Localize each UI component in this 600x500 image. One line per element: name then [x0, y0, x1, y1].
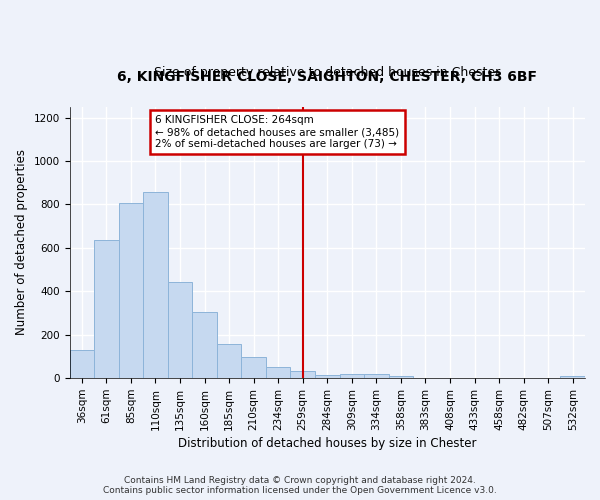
- Bar: [389, 376, 413, 378]
- Bar: [364, 374, 389, 378]
- Text: Contains HM Land Registry data © Crown copyright and database right 2024.
Contai: Contains HM Land Registry data © Crown c…: [103, 476, 497, 495]
- Bar: [168, 282, 192, 378]
- Bar: [143, 192, 168, 378]
- Bar: [192, 312, 217, 378]
- Bar: [290, 370, 315, 378]
- Bar: [70, 350, 94, 378]
- Bar: [560, 376, 585, 378]
- Bar: [340, 374, 364, 378]
- Bar: [266, 368, 290, 378]
- X-axis label: Distribution of detached houses by size in Chester: Distribution of detached houses by size …: [178, 437, 476, 450]
- Bar: [119, 202, 143, 378]
- Text: 6 KINGFISHER CLOSE: 264sqm
← 98% of detached houses are smaller (3,485)
2% of se: 6 KINGFISHER CLOSE: 264sqm ← 98% of deta…: [155, 116, 400, 148]
- Text: 6, KINGFISHER CLOSE, SAIGHTON, CHESTER, CH3 6BF: 6, KINGFISHER CLOSE, SAIGHTON, CHESTER, …: [117, 70, 537, 84]
- Bar: [217, 344, 241, 378]
- Bar: [315, 374, 340, 378]
- Bar: [241, 358, 266, 378]
- Title: Size of property relative to detached houses in Chester: Size of property relative to detached ho…: [154, 66, 500, 79]
- Bar: [94, 240, 119, 378]
- Y-axis label: Number of detached properties: Number of detached properties: [15, 150, 28, 336]
